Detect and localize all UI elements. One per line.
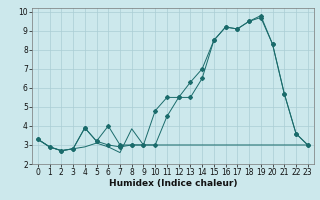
X-axis label: Humidex (Indice chaleur): Humidex (Indice chaleur) (108, 179, 237, 188)
